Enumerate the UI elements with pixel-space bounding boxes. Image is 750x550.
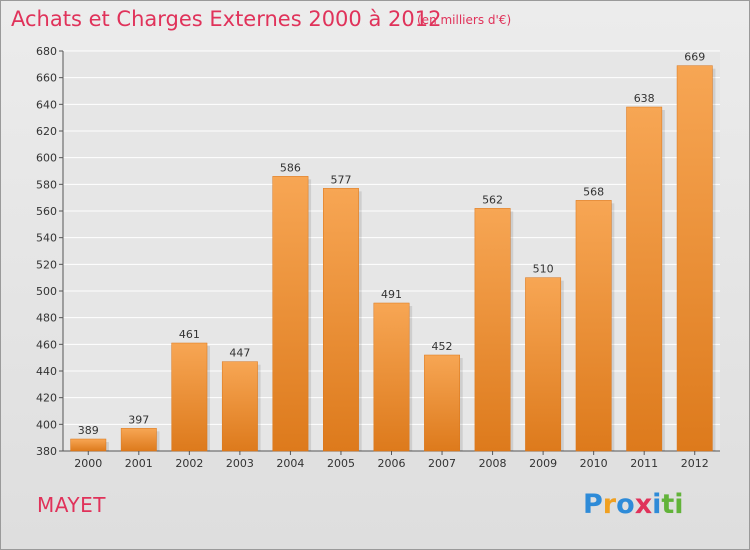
bar — [575, 200, 612, 452]
logo-letter: o — [616, 489, 635, 520]
data-label: 586 — [280, 161, 301, 174]
bar — [424, 354, 460, 452]
x-tick-label: 2006 — [378, 457, 406, 470]
bar — [676, 65, 713, 452]
y-tick-label: 420 — [36, 392, 57, 405]
x-tick-label: 2012 — [681, 457, 709, 470]
x-tick-label: 2005 — [327, 457, 355, 470]
y-tick-label: 620 — [36, 125, 57, 138]
bar — [626, 106, 663, 452]
y-tick-label: 440 — [36, 365, 57, 378]
data-label: 389 — [78, 424, 99, 437]
x-tick-label: 2009 — [529, 457, 557, 470]
y-tick-label: 460 — [36, 338, 57, 351]
bar — [474, 208, 511, 452]
y-tick-label: 560 — [36, 205, 57, 218]
x-tick-label: 2002 — [175, 457, 203, 470]
commune-name: MAYET — [37, 493, 106, 517]
data-label: 638 — [634, 92, 655, 105]
logo-letter: P — [583, 489, 603, 520]
data-label: 669 — [684, 51, 705, 64]
y-tick-label: 380 — [36, 445, 57, 458]
y-tick-label: 540 — [36, 232, 57, 245]
y-tick-label: 640 — [36, 98, 57, 111]
x-tick-label: 2007 — [428, 457, 456, 470]
data-label: 568 — [583, 185, 604, 198]
chart-subtitle: (en milliers d'€) — [417, 13, 512, 27]
logo-letter: i — [652, 489, 662, 520]
logo-letter: r — [602, 489, 617, 520]
x-tick-label: 2004 — [276, 457, 304, 470]
data-label: 447 — [229, 347, 250, 360]
data-label: 510 — [533, 263, 554, 276]
bar — [221, 361, 258, 452]
data-label: 577 — [330, 173, 351, 186]
bar — [525, 277, 562, 452]
bar — [373, 302, 410, 452]
x-tick-label: 2008 — [479, 457, 507, 470]
bar — [323, 188, 359, 452]
x-tick-label: 2000 — [74, 457, 102, 470]
y-tick-label: 500 — [36, 285, 57, 298]
data-label: 452 — [432, 340, 453, 353]
data-label: 461 — [179, 328, 200, 341]
bar — [120, 428, 157, 452]
logo-letter: t — [661, 489, 675, 520]
y-tick-label: 400 — [36, 418, 57, 431]
x-tick-label: 2001 — [125, 457, 153, 470]
y-tick-label: 680 — [36, 45, 57, 58]
y-tick-label: 480 — [36, 312, 57, 325]
data-label: 491 — [381, 288, 402, 301]
logo-letter: x — [634, 489, 653, 520]
data-label: 562 — [482, 193, 503, 206]
x-tick-label: 2010 — [580, 457, 608, 470]
y-tick-label: 600 — [36, 152, 57, 165]
proxiti-logo: Proxiti — [583, 489, 684, 520]
logo-letter: i — [674, 489, 684, 520]
y-tick-label: 660 — [36, 72, 57, 85]
y-tick-label: 580 — [36, 178, 57, 191]
x-tick-label: 2003 — [226, 457, 254, 470]
chart-title: Achats et Charges Externes 2000 à 2012 — [11, 7, 442, 31]
bar — [272, 176, 309, 452]
x-tick-label: 2011 — [630, 457, 658, 470]
bar — [171, 342, 208, 452]
y-tick-label: 520 — [36, 258, 57, 271]
bar — [70, 438, 107, 452]
data-label: 397 — [128, 413, 149, 426]
